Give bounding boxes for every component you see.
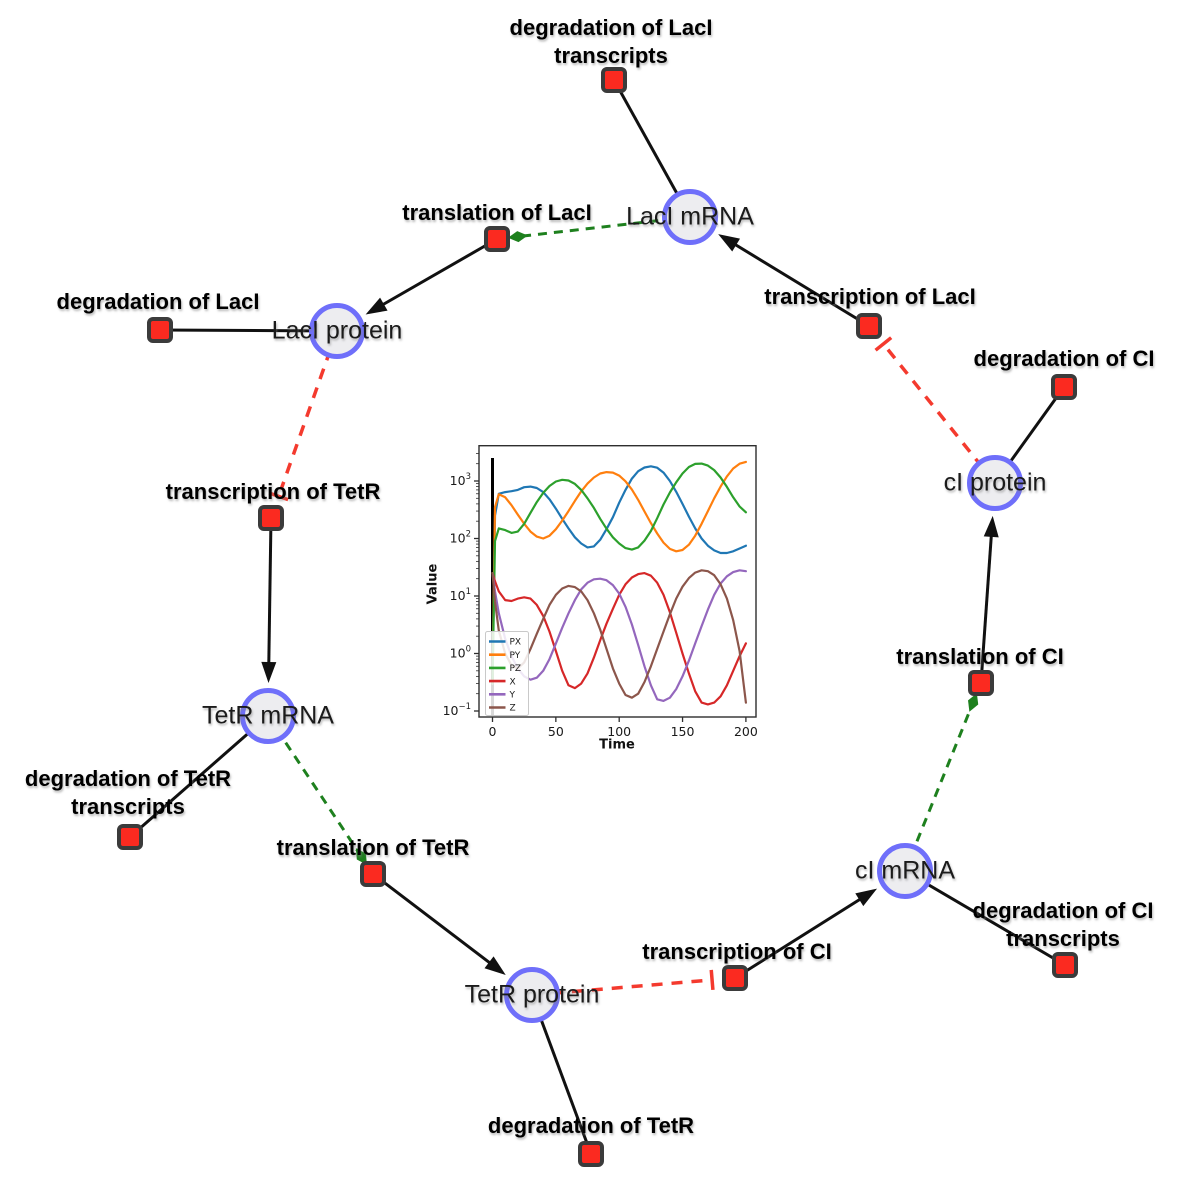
reaction-label-line: degradation of LacI (56, 289, 260, 314)
edge-translation-of-ci-to-ci-protein (979, 515, 999, 684)
chart-series-Z (491, 569, 748, 704)
chart-y-tick-label: 100 (450, 645, 471, 661)
reaction-node-degradation-of-tetr-transcripts[interactable] (117, 824, 143, 850)
reaction-label-degradation-of-laci: degradation of LacI (57, 288, 260, 316)
chart-series-PZ (491, 462, 748, 685)
edge-tetr-mrna-to-translation-of-tetr (266, 715, 367, 865)
edge-ci-mrna-to-translation-of-ci (903, 693, 979, 872)
legend-label-Y: Y (509, 691, 516, 701)
reaction-label-line: transcription of TetR (165, 479, 381, 504)
reaction-label-translation-of-laci: translation of LacI (402, 199, 591, 227)
reaction-node-degradation-of-ci-transcripts[interactable] (1052, 952, 1078, 978)
reaction-node-translation-of-ci[interactable] (968, 670, 994, 696)
reaction-label-line: degradation of TetR (487, 1113, 695, 1138)
reaction-label-line: translation of LacI (402, 200, 592, 225)
reaction-label-line: degradation of TetR (24, 766, 232, 791)
reaction-label-degradation-of-tetr-transcripts: degradation of TetR transcripts (25, 765, 231, 821)
chart-x-tick-label: 200 (734, 724, 758, 739)
reaction-label-degradation-of-tetr: degradation of TetR (488, 1112, 694, 1140)
reaction-label-translation-of-tetr: translation of TetR (277, 834, 470, 862)
edge-tetr-protein-to-transcription-of-ci (531, 969, 715, 997)
species-node-laci-mrna[interactable] (662, 189, 718, 245)
reaction-label-line: transcription of LacI (764, 284, 976, 309)
edge-tetr-mrna-to-degradation-of-tetr-transcripts (129, 714, 269, 839)
edge-translation-of-tetr-to-tetr-protein (372, 872, 506, 976)
reaction-label-line: degradation of CI (972, 898, 1154, 923)
reaction-node-degradation-of-ci[interactable] (1051, 374, 1077, 400)
chart-x-tick-label: 0 (489, 724, 497, 739)
species-node-ci-mrna[interactable] (877, 843, 933, 899)
chart-y-tick-label: 101 (450, 587, 471, 603)
reaction-label-degradation-of-ci: degradation of CI (974, 345, 1155, 373)
legend-label-PZ: PZ (510, 664, 522, 674)
chart-x-axis-label: Time (599, 737, 635, 753)
edge-tetr-protein-to-degradation-of-tetr (530, 994, 593, 1155)
reaction-label-line: translation of CI (896, 644, 1064, 669)
reaction-label-line: degradation of LacI (509, 15, 713, 40)
chart-y-axis-label: Value (425, 563, 441, 605)
chart-series-PX (491, 465, 748, 685)
reaction-label-line: transcripts (71, 794, 185, 819)
species-label-ci-mrna: cI mRNA (855, 856, 955, 885)
chart-series-PY (491, 460, 748, 685)
edge-laci-mrna-to-translation-of-laci (507, 215, 691, 243)
chart-legend-box (485, 631, 529, 716)
species-node-ci-protein[interactable] (967, 455, 1023, 511)
species-label-tetr-protein: TetR protein (464, 980, 600, 1009)
reaction-node-transcription-of-tetr[interactable] (258, 505, 284, 531)
species-label-laci-protein: LacI protein (271, 316, 403, 345)
reaction-node-degradation-of-tetr[interactable] (578, 1141, 604, 1167)
chart-y-tick-label: 10−1 (443, 702, 471, 718)
reaction-node-translation-of-laci[interactable] (484, 226, 510, 252)
edge-ci-mrna-to-degradation-of-ci-transcripts (904, 869, 1066, 967)
reaction-label-transcription-of-laci: transcription of LacI (764, 283, 975, 311)
legend-label-X: X (510, 677, 516, 687)
species-node-tetr-protein[interactable] (504, 967, 560, 1023)
reaction-label-transcription-of-ci: transcription of CI (642, 938, 831, 966)
reaction-node-transcription-of-laci[interactable] (856, 313, 882, 339)
reaction-label-line: transcripts (1006, 926, 1120, 951)
legend-label-Z: Z (510, 704, 516, 714)
edge-translation-of-laci-to-laci-protein (365, 237, 498, 315)
edge-transcription-of-tetr-to-tetr-mrna (261, 517, 277, 684)
chart-y-tick-label: 102 (450, 530, 471, 546)
edge-transcription-of-ci-to-ci-mrna (734, 888, 878, 980)
reaction-label-translation-of-ci: translation of CI (896, 643, 1063, 671)
species-node-laci-protein[interactable] (309, 303, 365, 359)
chart-x-tick-label: 50 (548, 724, 564, 739)
legend-label-PY: PY (510, 651, 521, 661)
legend-label-PX: PX (510, 638, 522, 648)
reaction-label-line: transcription of CI (642, 939, 832, 964)
species-label-tetr-mrna: TetR mRNA (202, 701, 334, 730)
reaction-node-translation-of-tetr[interactable] (360, 861, 386, 887)
edge-transcription-of-laci-to-laci-mrna (718, 234, 870, 328)
reaction-node-degradation-of-laci-transcripts[interactable] (601, 67, 627, 93)
edge-laci-protein-to-degradation-of-laci (159, 328, 338, 333)
reaction-label-degradation-of-ci-transcripts: degradation of CI transcripts (973, 897, 1154, 953)
species-label-laci-mrna: LacI mRNA (626, 202, 754, 231)
chart-series-X (491, 571, 748, 706)
chart-y-tick-label: 103 (450, 472, 471, 488)
species-label-ci-protein: cI protein (943, 468, 1047, 497)
reaction-label-transcription-of-tetr: transcription of TetR (166, 478, 381, 506)
reaction-label-line: translation of TetR (276, 835, 470, 860)
chart-series-Y (491, 569, 748, 703)
species-node-tetr-mrna[interactable] (240, 688, 296, 744)
reaction-node-degradation-of-laci[interactable] (147, 317, 173, 343)
chart-x-tick-label: 150 (671, 724, 695, 739)
reaction-label-line: transcripts (554, 43, 668, 68)
reaction-label-degradation-of-laci-transcripts: degradation of LacI transcripts (510, 14, 713, 70)
chart-frame (478, 445, 757, 718)
chart-x-tick-label: 100 (607, 724, 631, 739)
reaction-label-line: degradation of CI (973, 346, 1155, 371)
reaction-node-transcription-of-ci[interactable] (722, 965, 748, 991)
